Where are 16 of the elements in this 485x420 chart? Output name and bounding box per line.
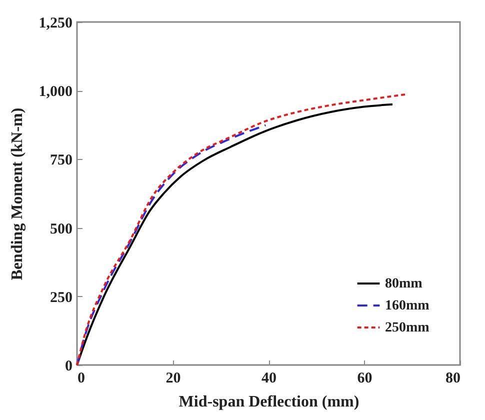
legend-label: 250mm	[385, 320, 430, 336]
x-tick-label: 80	[446, 370, 460, 386]
y-tick-label: 750	[50, 152, 72, 169]
x-tick-label: 20	[166, 370, 181, 386]
y-tick-label: 1,000	[38, 84, 72, 100]
legend-label: 160mm	[385, 298, 430, 314]
y-tick-label: 500	[50, 221, 72, 238]
x-tick-label: 60	[357, 370, 372, 386]
y-tick-label: 0	[65, 358, 72, 374]
y-axis-title: Bending Moment (kN-m)	[8, 108, 26, 280]
x-axis-title: Mid-span Deflection (mm)	[178, 394, 360, 410]
y-tick-label: 1,250	[38, 16, 72, 32]
y-tick-label: 250	[50, 290, 72, 306]
x-tick-label: 0	[78, 370, 85, 386]
x-tick-label: 40	[262, 370, 276, 386]
legend-label: 80mm	[385, 276, 423, 292]
